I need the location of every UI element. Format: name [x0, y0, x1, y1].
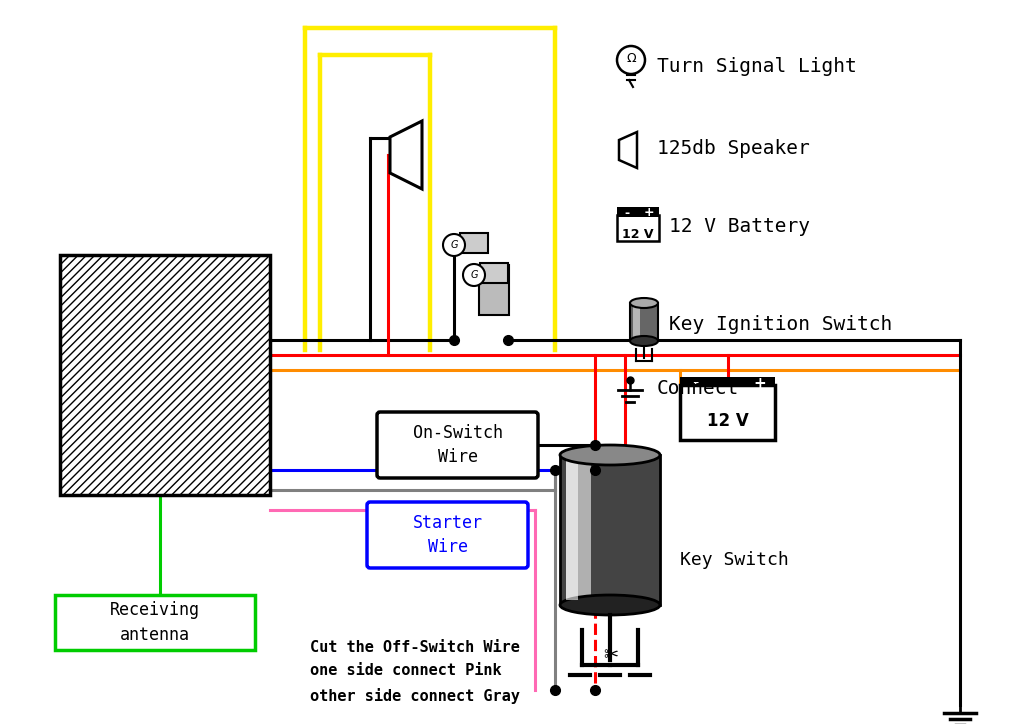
- Circle shape: [463, 264, 485, 286]
- Bar: [617, 215, 659, 241]
- Ellipse shape: [630, 298, 658, 308]
- Polygon shape: [390, 121, 422, 189]
- Polygon shape: [618, 132, 637, 168]
- Text: +: +: [644, 206, 654, 219]
- Bar: [680, 377, 775, 387]
- Bar: [630, 303, 658, 341]
- Bar: [55, 595, 255, 650]
- Text: On-Switch
Wire: On-Switch Wire: [413, 424, 503, 466]
- FancyBboxPatch shape: [367, 502, 528, 568]
- Bar: [680, 385, 775, 440]
- Bar: [566, 460, 591, 600]
- Text: Cut the Off-Switch Wire
one side connect Pink
other side connect Gray: Cut the Off-Switch Wire one side connect…: [310, 640, 520, 704]
- Bar: [479, 265, 509, 315]
- Text: Key Switch: Key Switch: [680, 551, 788, 569]
- Text: Receiving
antenna: Receiving antenna: [110, 601, 200, 644]
- Text: -: -: [692, 376, 698, 390]
- Circle shape: [617, 46, 645, 74]
- Ellipse shape: [630, 336, 658, 346]
- Text: Connect: Connect: [657, 379, 739, 398]
- Bar: [480, 263, 508, 283]
- Bar: [460, 233, 488, 253]
- Text: 12 V: 12 V: [623, 227, 653, 240]
- Bar: [617, 207, 659, 217]
- Text: Key Ignition Switch: Key Ignition Switch: [669, 314, 892, 334]
- Text: Starter
Wire: Starter Wire: [413, 513, 482, 557]
- Text: ✂: ✂: [603, 646, 618, 664]
- Circle shape: [443, 234, 465, 256]
- Bar: [60, 255, 270, 495]
- Text: -: -: [625, 206, 630, 219]
- Text: G: G: [451, 240, 458, 250]
- Text: 125db Speaker: 125db Speaker: [657, 140, 810, 159]
- Text: 12 V: 12 V: [707, 411, 749, 429]
- Bar: [633, 303, 640, 337]
- Text: +: +: [754, 376, 766, 390]
- Text: Turn Signal Light: Turn Signal Light: [657, 57, 857, 77]
- Text: 12 V Battery: 12 V Battery: [669, 217, 810, 237]
- Text: G: G: [470, 270, 478, 280]
- FancyBboxPatch shape: [377, 412, 538, 478]
- Bar: [566, 460, 578, 600]
- Text: Ω: Ω: [627, 51, 636, 64]
- Bar: [560, 455, 660, 605]
- Ellipse shape: [560, 595, 660, 615]
- Ellipse shape: [560, 445, 660, 465]
